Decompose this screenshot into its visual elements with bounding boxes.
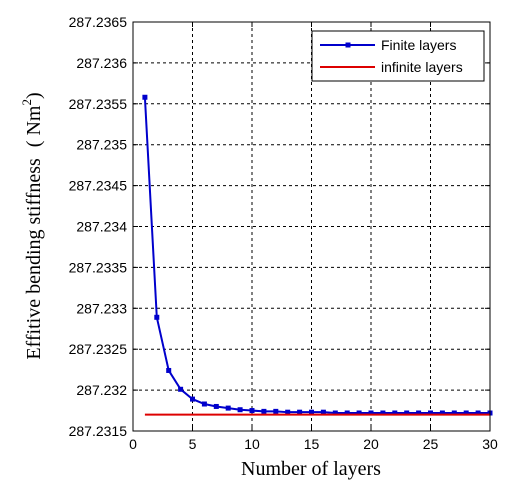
x-tick-label: 10	[244, 436, 260, 452]
data-point	[190, 396, 195, 402]
data-point	[178, 386, 184, 392]
data-point	[380, 410, 386, 416]
x-tick-label: 25	[423, 436, 439, 452]
data-point	[428, 410, 433, 416]
y-tick-label: 287.234	[76, 219, 127, 235]
y-tick-label: 287.233	[76, 300, 127, 316]
data-point	[416, 410, 422, 416]
x-tick-label: 5	[189, 436, 197, 452]
y-axis-title-text: Effitive bending stiffness	[23, 158, 45, 360]
data-point	[439, 410, 445, 416]
data-point	[297, 409, 303, 415]
x-tick-labels: 0 5 10 15 20 25 30	[129, 436, 498, 452]
data-point	[368, 410, 374, 416]
data-point	[213, 403, 219, 409]
y-tick-label: 287.2345	[69, 178, 128, 194]
data-point	[225, 405, 231, 411]
y-tick-label: 287.232	[76, 382, 127, 398]
grid-lines	[133, 22, 490, 431]
y-axis-title-unit: ( Nm	[23, 105, 45, 147]
x-tick-label: 20	[363, 436, 379, 452]
legend-finite-marker	[345, 42, 351, 48]
y-tick-label: 287.235	[76, 137, 127, 153]
y-axis-title: Effitive bending stiffness ( Nm2)	[19, 92, 45, 359]
y-tick-label: 287.2325	[69, 341, 128, 357]
data-point	[475, 410, 481, 416]
data-point	[261, 408, 267, 414]
x-tick-label: 0	[129, 436, 137, 452]
legend: Finite layers infinite layers	[311, 30, 485, 82]
data-point	[249, 408, 255, 414]
y-axis-title-unit-sup: 2	[19, 99, 34, 106]
data-point	[404, 410, 410, 416]
data-point	[451, 410, 457, 416]
data-point	[356, 410, 362, 416]
data-point	[392, 410, 398, 416]
x-tick-label: 15	[304, 436, 320, 452]
y-tick-label: 287.2315	[69, 423, 128, 439]
legend-box	[311, 30, 485, 82]
axis-ticks	[132, 21, 491, 432]
data-point	[237, 407, 243, 413]
x-axis-title: Number of layers	[241, 458, 381, 480]
y-tick-label: 287.2355	[69, 96, 128, 112]
data-point	[166, 367, 172, 373]
data-point	[285, 409, 291, 415]
legend-infinite-label: infinite layers	[381, 59, 463, 75]
data-point	[332, 410, 338, 416]
x-tick-label: 30	[482, 436, 498, 452]
data-point	[201, 401, 207, 407]
data-point	[142, 94, 148, 100]
y-tick-label: 287.236	[76, 55, 127, 71]
y-axis-title-unit-close: )	[23, 92, 45, 99]
series-layer	[142, 94, 493, 416]
y-tick-label: 287.2335	[69, 259, 128, 275]
y-tick-labels: 287.2315 287.232 287.2325 287.233 287.2335 28…	[69, 14, 128, 439]
y-tick-label: 287.2365	[69, 14, 128, 30]
data-point	[154, 314, 160, 320]
data-point	[273, 408, 279, 414]
data-point	[320, 409, 326, 415]
data-point	[463, 410, 469, 416]
data-point	[344, 410, 350, 416]
data-point	[309, 409, 314, 415]
legend-finite-label: Finite layers	[381, 37, 456, 53]
